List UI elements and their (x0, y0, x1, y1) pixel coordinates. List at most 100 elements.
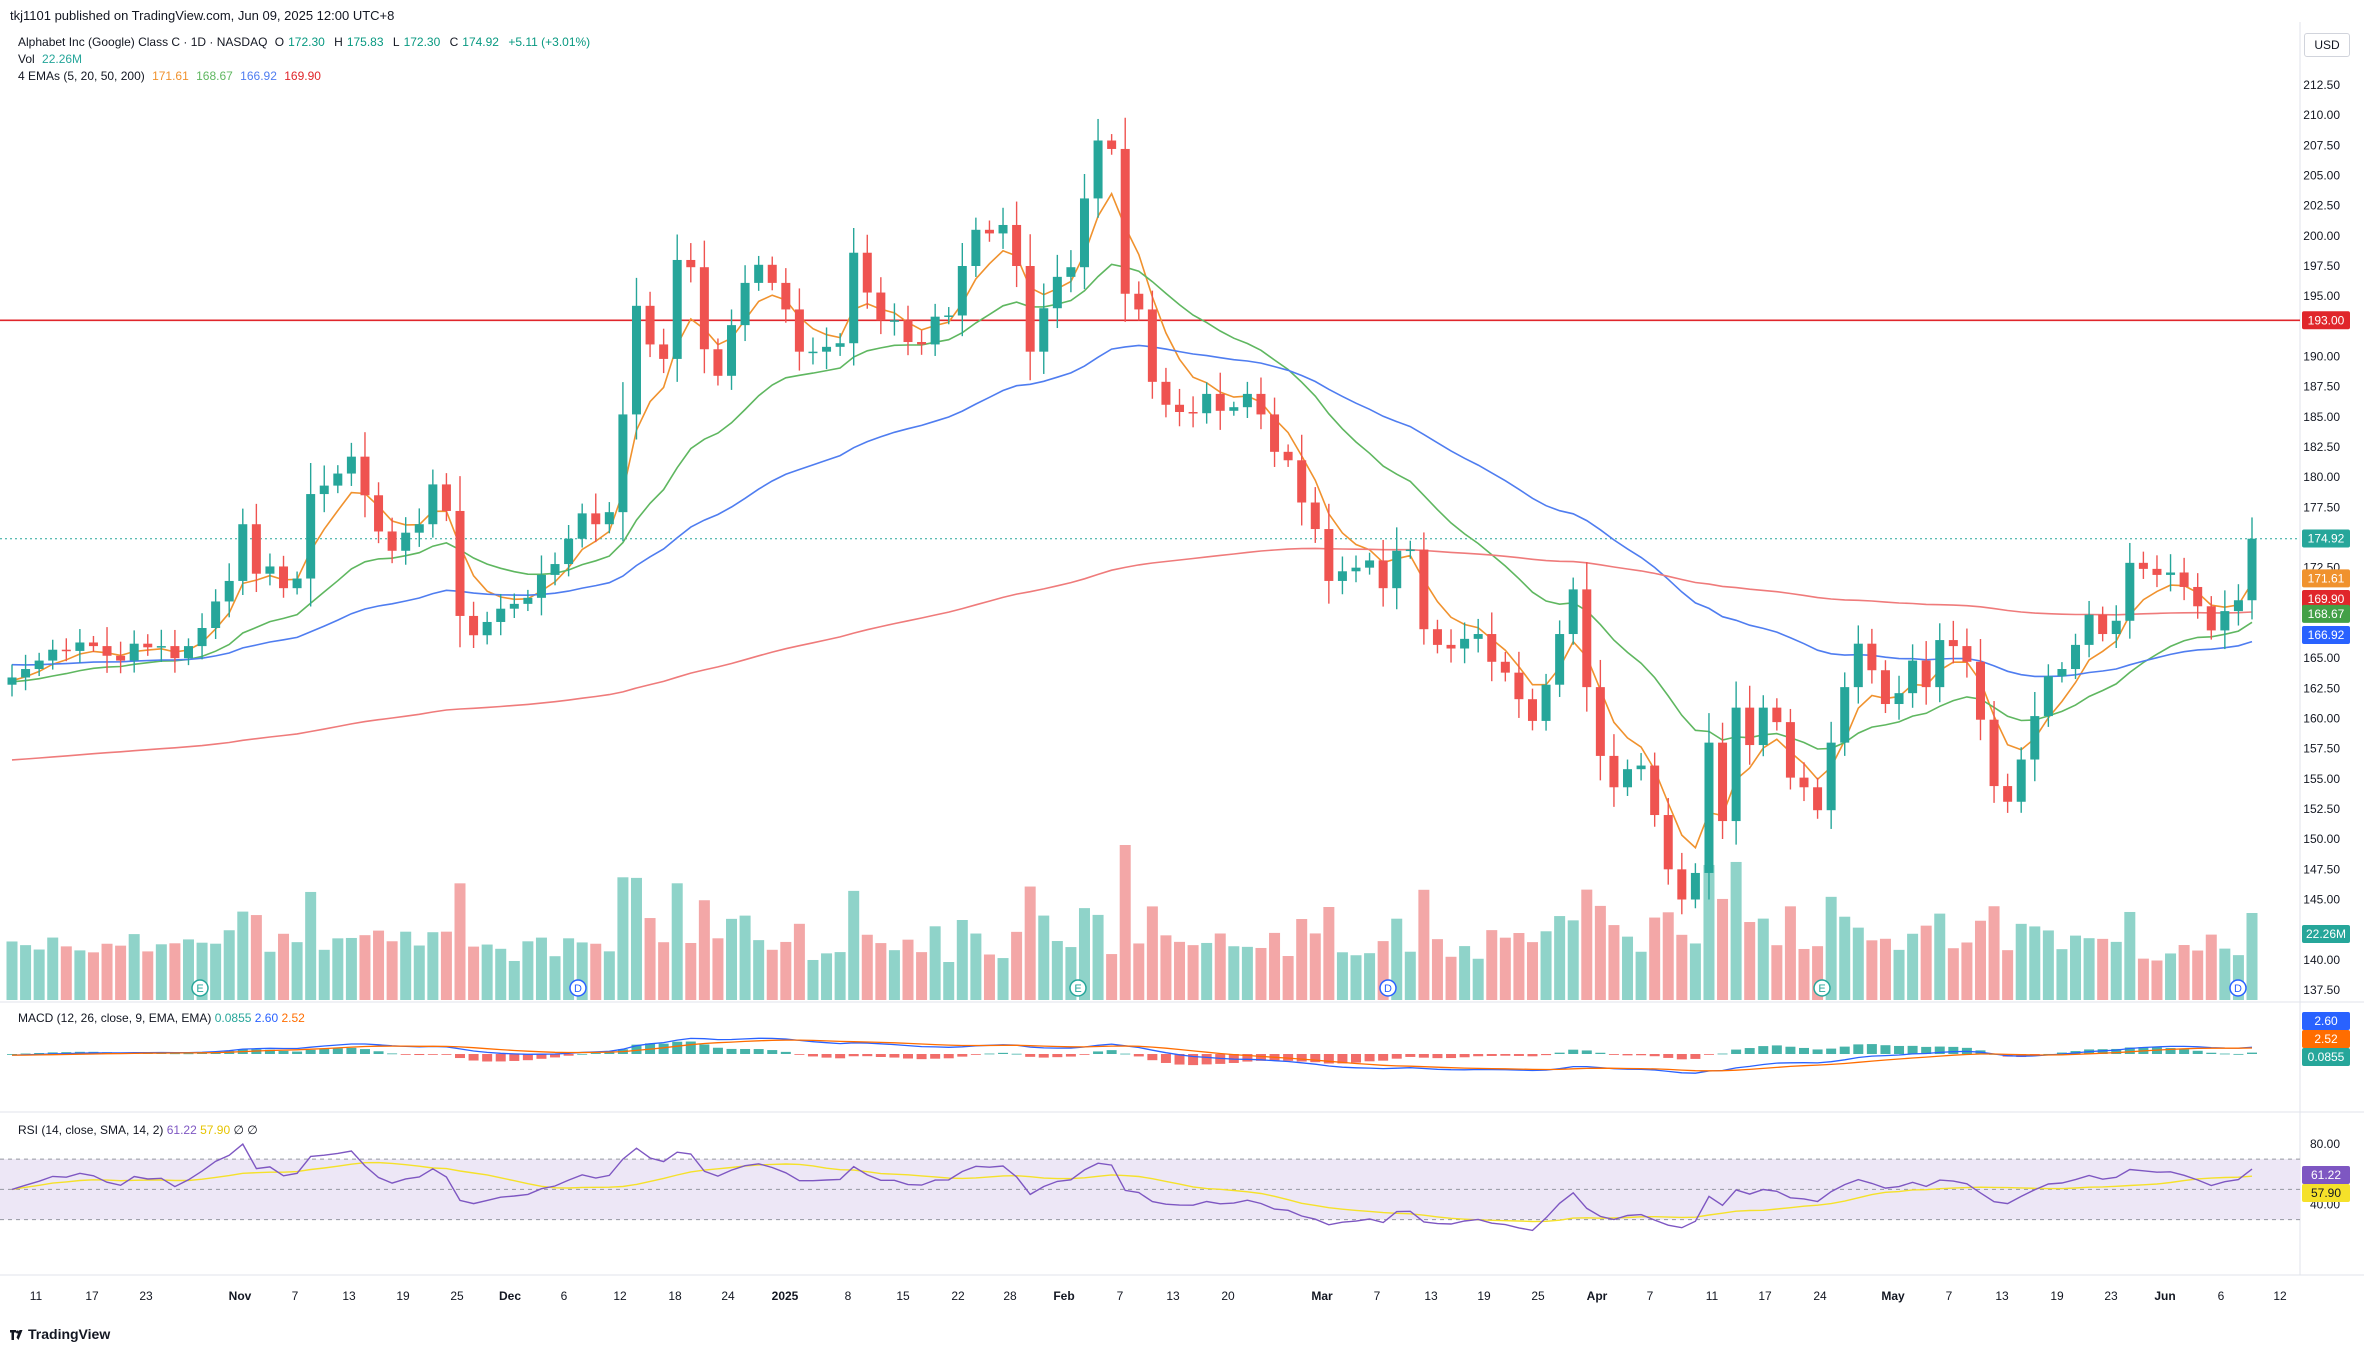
macd-line-value: 2.60 (254, 1011, 279, 1025)
volume-row: Vol 22.26M (18, 51, 594, 68)
volume-bar (1920, 925, 1932, 1000)
rsi-ma-value: 57.90 (200, 1123, 231, 1137)
macd-histogram-bar (848, 1054, 859, 1057)
volume-bar (1296, 919, 1308, 1000)
time-axis-label: 7 (1647, 1289, 1654, 1303)
macd-histogram-bar (1296, 1054, 1307, 1062)
rsi-ma-tag-bg (2302, 1184, 2350, 1202)
macd-histogram-bar (1500, 1054, 1511, 1056)
candle-body (1066, 267, 1076, 277)
macd-histogram-bar (794, 1054, 805, 1055)
event-marker: D (2229, 979, 2247, 997)
macd-histogram-bar (1283, 1054, 1294, 1061)
candle-body (971, 229, 981, 266)
macd-histogram-bar (332, 1048, 343, 1054)
symbol-row: Alphabet Inc (Google) Class C · 1D · NAS… (18, 34, 594, 51)
macd-histogram-bar (1799, 1047, 1809, 1054)
candle-body (251, 524, 261, 574)
candle-body (1324, 529, 1334, 581)
macd-histogram-bar (346, 1047, 357, 1054)
tradingview-logo[interactable]: TradingView (10, 1326, 110, 1342)
volume-bar (2083, 938, 2095, 1000)
candle-body (183, 646, 193, 659)
volume-bar (1649, 917, 1661, 1000)
volume-bar (861, 934, 873, 1000)
volume-bar (6, 941, 18, 1000)
macd-histogram-bar (1364, 1054, 1375, 1062)
macd-pane (7, 1037, 2257, 1074)
candle-body (2003, 786, 2013, 802)
macd-signal-tag-bg (2302, 1030, 2350, 1048)
candle-body (1772, 707, 1782, 723)
candle-body (1826, 742, 1836, 811)
macd-histogram-bar (1826, 1048, 1837, 1054)
volume-bar (522, 941, 534, 1000)
volume-bar (875, 943, 887, 1000)
candle-body (102, 646, 112, 656)
volume-bar (780, 941, 792, 1000)
macd-histogram-bar (753, 1049, 764, 1054)
candle-body (686, 259, 696, 268)
candle-body (727, 325, 737, 376)
volume-bar (753, 940, 765, 1000)
candle-body (1351, 567, 1361, 572)
macd-histogram-bar (468, 1054, 479, 1061)
volume-bars (6, 845, 2258, 1000)
macd-histogram-bar (835, 1054, 846, 1059)
ema50-tag-bg (2302, 625, 2350, 644)
macd-line-tag-bg (2302, 1012, 2350, 1030)
tradingview-icon (10, 1330, 23, 1341)
candle-body (401, 532, 411, 551)
macd-histogram-bar (1486, 1054, 1497, 1056)
volume-bar (196, 942, 208, 1000)
macd-histogram-bar (1744, 1048, 1755, 1054)
macd-histogram-bar (1513, 1054, 1524, 1056)
volume-bar (1486, 930, 1498, 1000)
pane-separators (0, 22, 2364, 1276)
volume-bar (413, 945, 425, 1000)
price-axis-label: 137.50 (2303, 983, 2340, 997)
volume-bar (1961, 942, 1973, 1000)
candle-body (1297, 460, 1307, 503)
volume-bar (1581, 889, 1593, 1000)
candle-body (1718, 742, 1728, 822)
volume-bar (1404, 951, 1416, 1000)
time-axis-label: 13 (342, 1289, 356, 1303)
volume-bar (2151, 960, 2163, 1000)
volume-bar (427, 932, 439, 1000)
price-axis-label: 197.50 (2303, 259, 2340, 273)
candle-body (1650, 765, 1660, 816)
macd-histogram-bar (509, 1054, 520, 1061)
volume-bar (1879, 938, 1891, 1000)
price-axis-label: 205.00 (2303, 169, 2340, 183)
volume-label: Vol (18, 52, 35, 66)
candle-body (1215, 393, 1225, 411)
event-marker-label: E (1074, 983, 1081, 995)
candle-body (1840, 687, 1850, 743)
candle-body (1813, 787, 1823, 811)
volume-tag-bg (2302, 925, 2350, 943)
candle-body (197, 628, 207, 647)
volume-bar (223, 930, 235, 1000)
macd-histogram-bar (7, 1054, 17, 1055)
macd-histogram-bar (1839, 1046, 1850, 1054)
candle-body (862, 252, 872, 293)
candle-body (170, 646, 180, 659)
event-marker: E (1813, 979, 1831, 997)
volume-bar (291, 942, 303, 1000)
time-axis-label: 11 (30, 1289, 43, 1303)
candle-body (2206, 606, 2216, 631)
volume-bar (440, 931, 452, 1000)
macd-histogram-bar (455, 1054, 465, 1059)
publish-header: tkj1101 published on TradingView.com, Ju… (10, 8, 395, 23)
volume-bar (2070, 935, 2082, 1000)
currency-button[interactable]: USD (2304, 33, 2350, 57)
volume-bar (685, 942, 697, 1000)
time-axis-label: Nov (229, 1289, 252, 1303)
macd-legend: MACD (12, 26, close, 9, EMA, EMA) 0.0855… (18, 1011, 305, 1025)
volume-bar (902, 939, 914, 1000)
price-axis-label: 207.50 (2303, 138, 2340, 152)
volume-bar (1608, 925, 1620, 1000)
macd-histogram-bar (1106, 1050, 1117, 1054)
